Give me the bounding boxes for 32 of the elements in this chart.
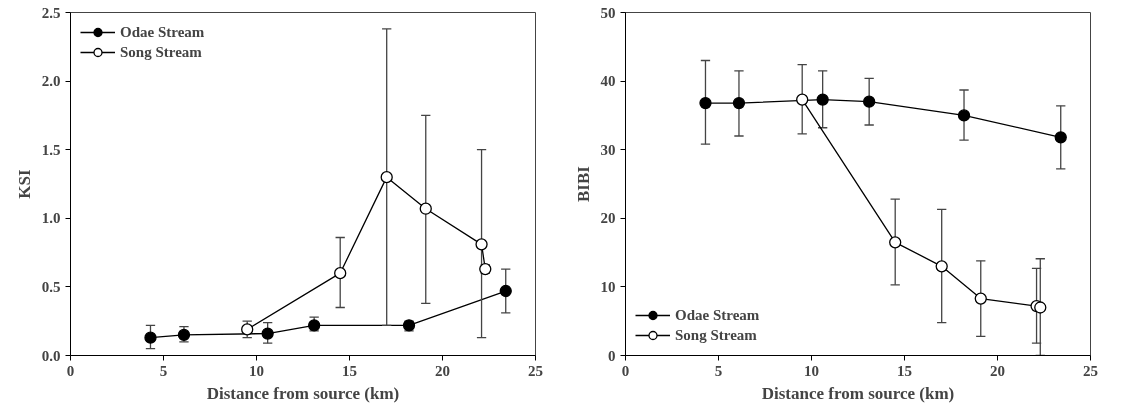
- y-tick-label: 20: [600, 210, 616, 227]
- y-tick-label: 2.5: [41, 4, 61, 21]
- x-tick-label: 15: [897, 362, 912, 379]
- legend-label: Odae Stream: [120, 23, 205, 41]
- y-tick-label: 1.5: [41, 141, 61, 158]
- y-tick-label: 30: [600, 141, 616, 158]
- x-tick-label: 15: [342, 362, 357, 379]
- x-tick-label: 20: [435, 362, 450, 379]
- y-tick-label: 1.0: [41, 210, 61, 227]
- y-tick-label: 0.5: [41, 278, 61, 295]
- y-tick-label: 2.0: [41, 73, 61, 90]
- x-tick-label: 25: [1083, 362, 1098, 379]
- x-axis-title: Distance from source (km): [761, 383, 955, 403]
- y-tick-label: 40: [600, 73, 616, 90]
- legend-label: Song Stream: [675, 326, 757, 344]
- x-tick-label: 0: [66, 362, 75, 379]
- x-tick-label: 25: [528, 362, 543, 379]
- legend-label: Song Stream: [120, 43, 202, 61]
- y-axis-title: BIBI: [573, 165, 593, 202]
- x-tick-label: 0: [621, 362, 630, 379]
- y-tick-label: 10: [600, 278, 616, 295]
- legend-label: Odae Stream: [675, 306, 760, 324]
- x-tick-label: 20: [990, 362, 1005, 379]
- y-tick-label: 0.0: [41, 347, 61, 364]
- x-tick-label: 10: [804, 362, 819, 379]
- y-tick-label: 50: [600, 4, 616, 21]
- y-axis-title: KSI: [14, 168, 34, 199]
- x-tick-label: 5: [714, 362, 723, 379]
- y-tick-label: 0: [608, 347, 616, 364]
- x-tick-label: 10: [249, 362, 264, 379]
- x-tick-label: 5: [159, 362, 168, 379]
- x-axis-title: Distance from source (km): [206, 383, 400, 403]
